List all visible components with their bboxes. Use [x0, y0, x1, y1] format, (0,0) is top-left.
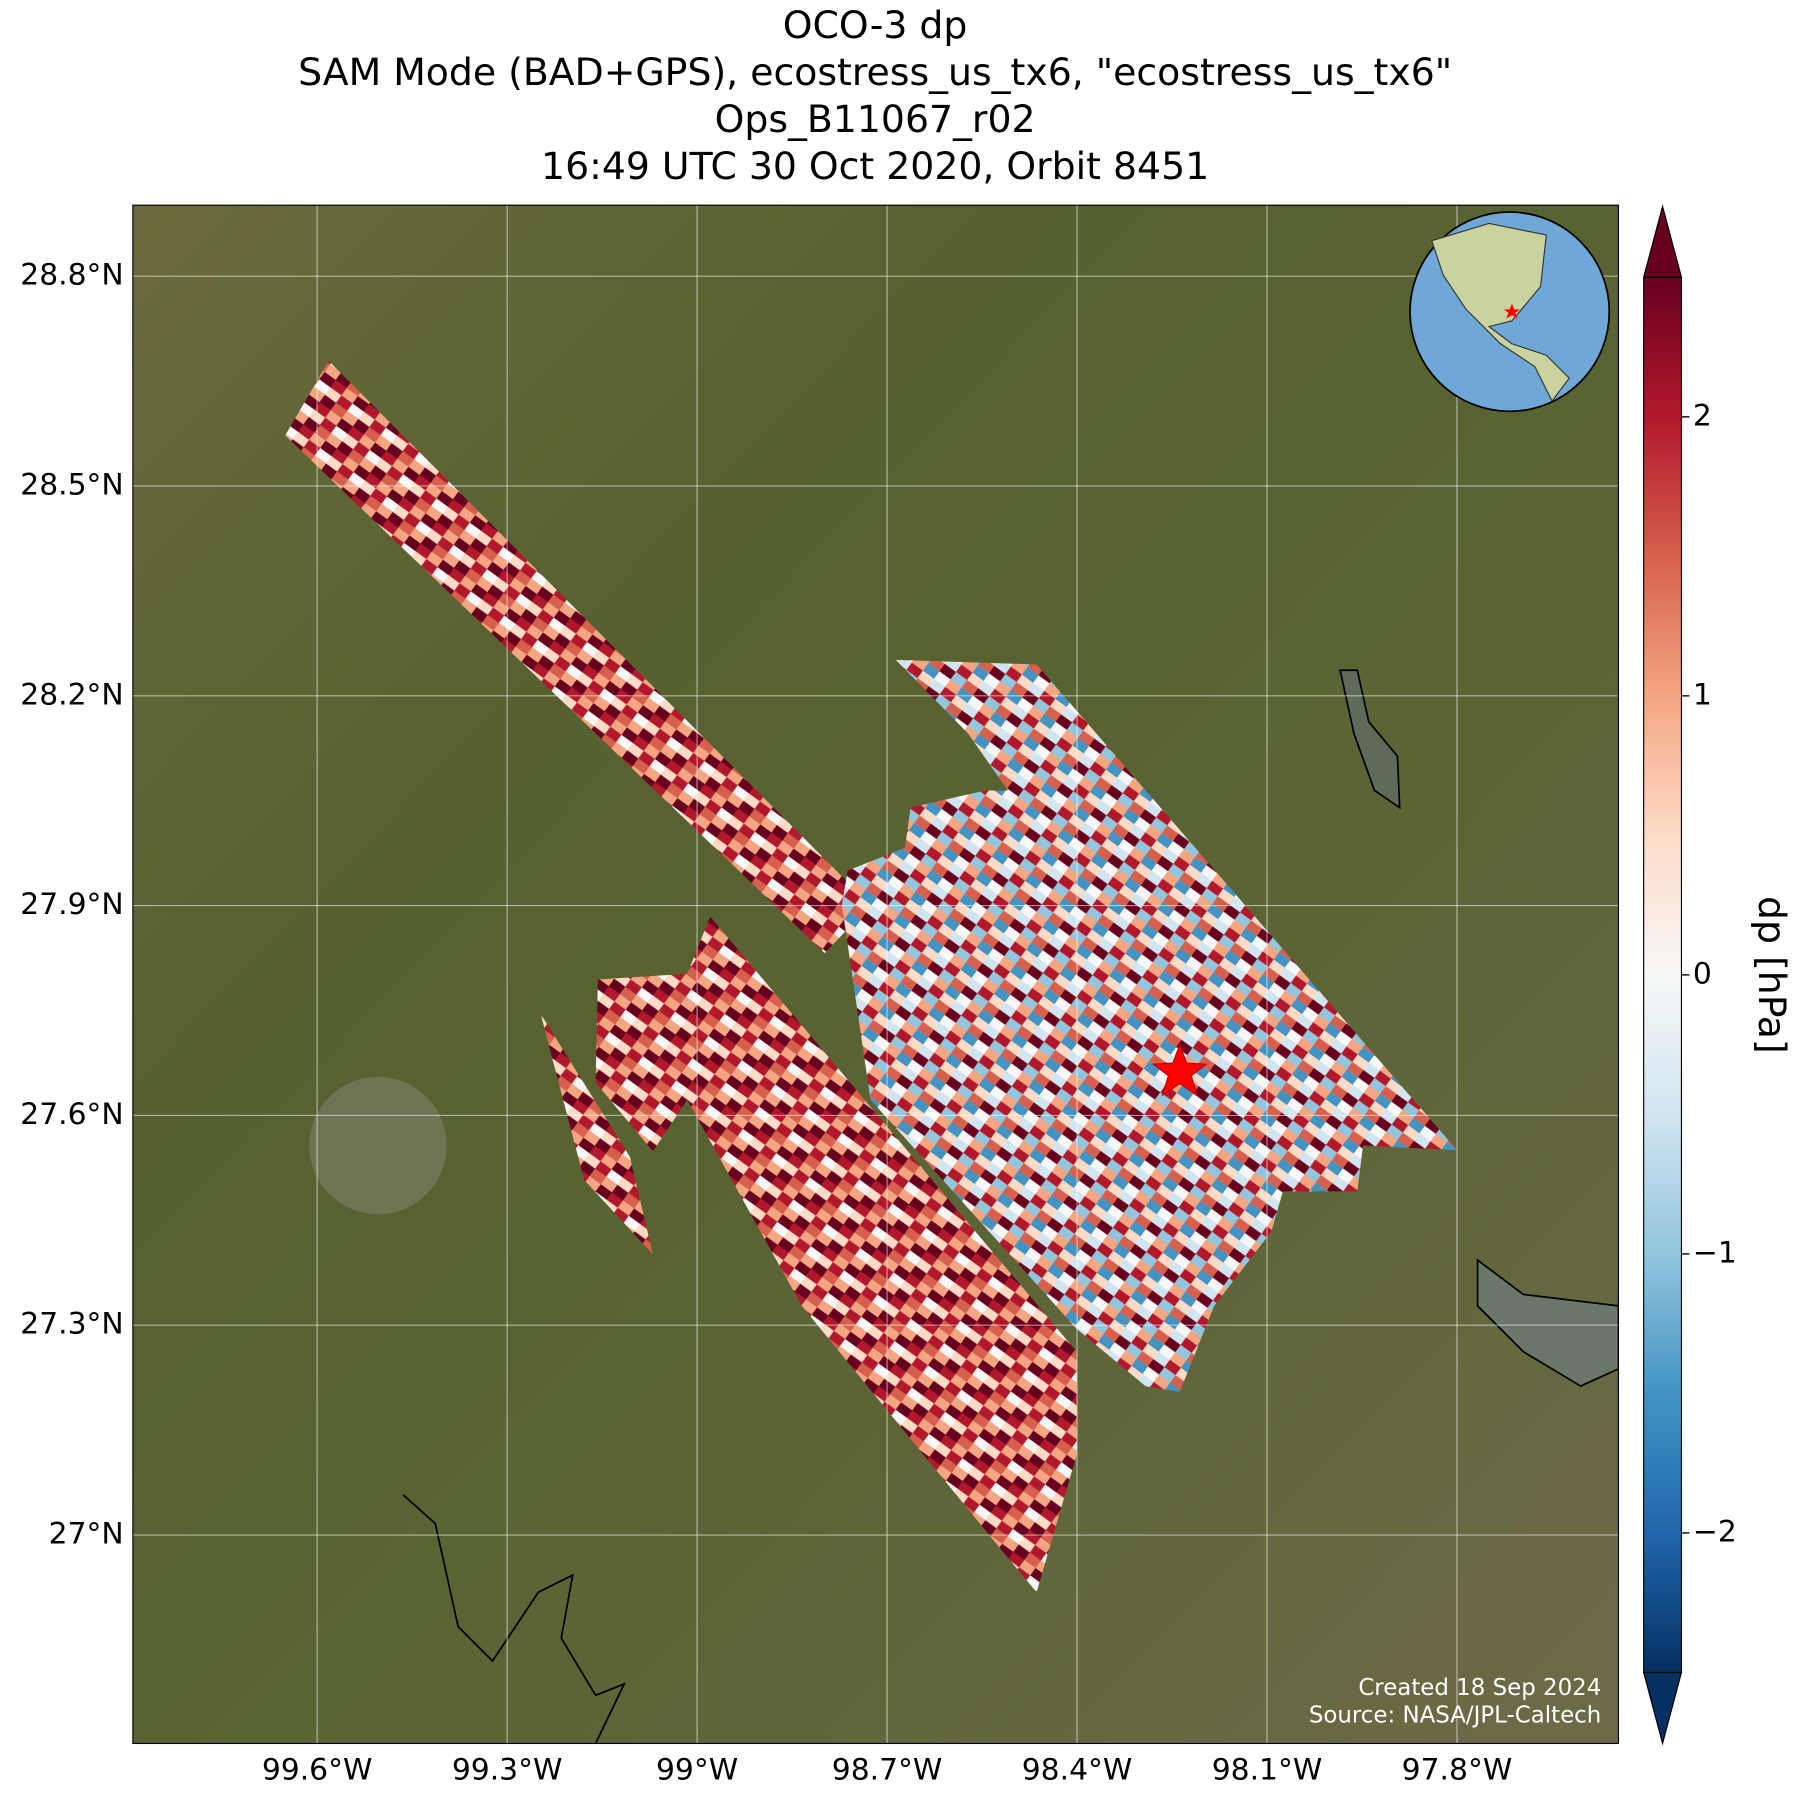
x-tick-label: 98.7°W [832, 1752, 943, 1787]
y-tick-label: 27.9°N [20, 887, 123, 922]
x-tick-label: 99°W [656, 1752, 738, 1787]
axis-labels: 99.6°W 99.3°W 99°W 98.7°W 98.4°W 98.1°W 97.8°W… [20, 258, 1512, 1788]
globe-land [1431, 222, 1570, 403]
x-tick-label: 99.3°W [452, 1752, 563, 1787]
target-marker [1151, 1043, 1208, 1097]
x-tick-label: 97.8°W [1402, 1752, 1513, 1787]
swath [285, 360, 871, 954]
x-tick-label: 98.4°W [1022, 1752, 1133, 1787]
y-tick-label: 27.3°N [20, 1307, 123, 1342]
lake [1476, 1258, 1619, 1388]
map-frame [132, 204, 1620, 1745]
credit-text: Created 18 Sep 2024 [1358, 1675, 1601, 1701]
x-tick-label: 99.6°W [262, 1752, 373, 1787]
lake [1339, 669, 1401, 810]
colorbar-tick-label: −1 [1693, 1235, 1737, 1270]
colorbar-body [1643, 276, 1683, 1674]
colorbar-tick-label: 2 [1693, 398, 1712, 433]
swath [540, 1013, 653, 1255]
swath [841, 659, 1457, 1392]
y-tick-label: 28.5°N [20, 467, 123, 502]
swath [595, 916, 1077, 1593]
gridlines [132, 205, 1619, 1744]
colorbar-label: dp [hPa] [1750, 896, 1794, 1054]
colorbar-tick-label: 0 [1693, 956, 1712, 991]
colorbar-tick-label: 1 [1693, 677, 1712, 712]
y-tick-label: 27.6°N [20, 1097, 123, 1132]
colorbar-extend-top [1642, 204, 1683, 278]
city-area [309, 1076, 447, 1215]
colorbar-tick-label: −2 [1693, 1514, 1737, 1549]
title-line: 16:49 UTC 30 Oct 2020, Orbit 8451 [541, 144, 1209, 188]
title-line: SAM Mode (BAD+GPS), ecostress_us_tx6, "e… [298, 50, 1452, 94]
x-tick-label: 98.1°W [1212, 1752, 1323, 1787]
river [402, 1494, 626, 1744]
title-line: OCO-3 dp [783, 3, 968, 47]
credit-text: Source: NASA/JPL-Caltech [1309, 1702, 1601, 1728]
globe-marker [1503, 303, 1520, 319]
title-line: Ops_B11067_r02 [715, 97, 1036, 141]
y-tick-label: 28.8°N [20, 258, 123, 293]
colorbar: 2 1 0 −1 −2 dp [hPa] [1642, 204, 1794, 1746]
colorbar-extend-bottom [1642, 1671, 1683, 1746]
y-tick-label: 27°N [49, 1517, 124, 1552]
y-tick-label: 28.2°N [20, 677, 123, 712]
